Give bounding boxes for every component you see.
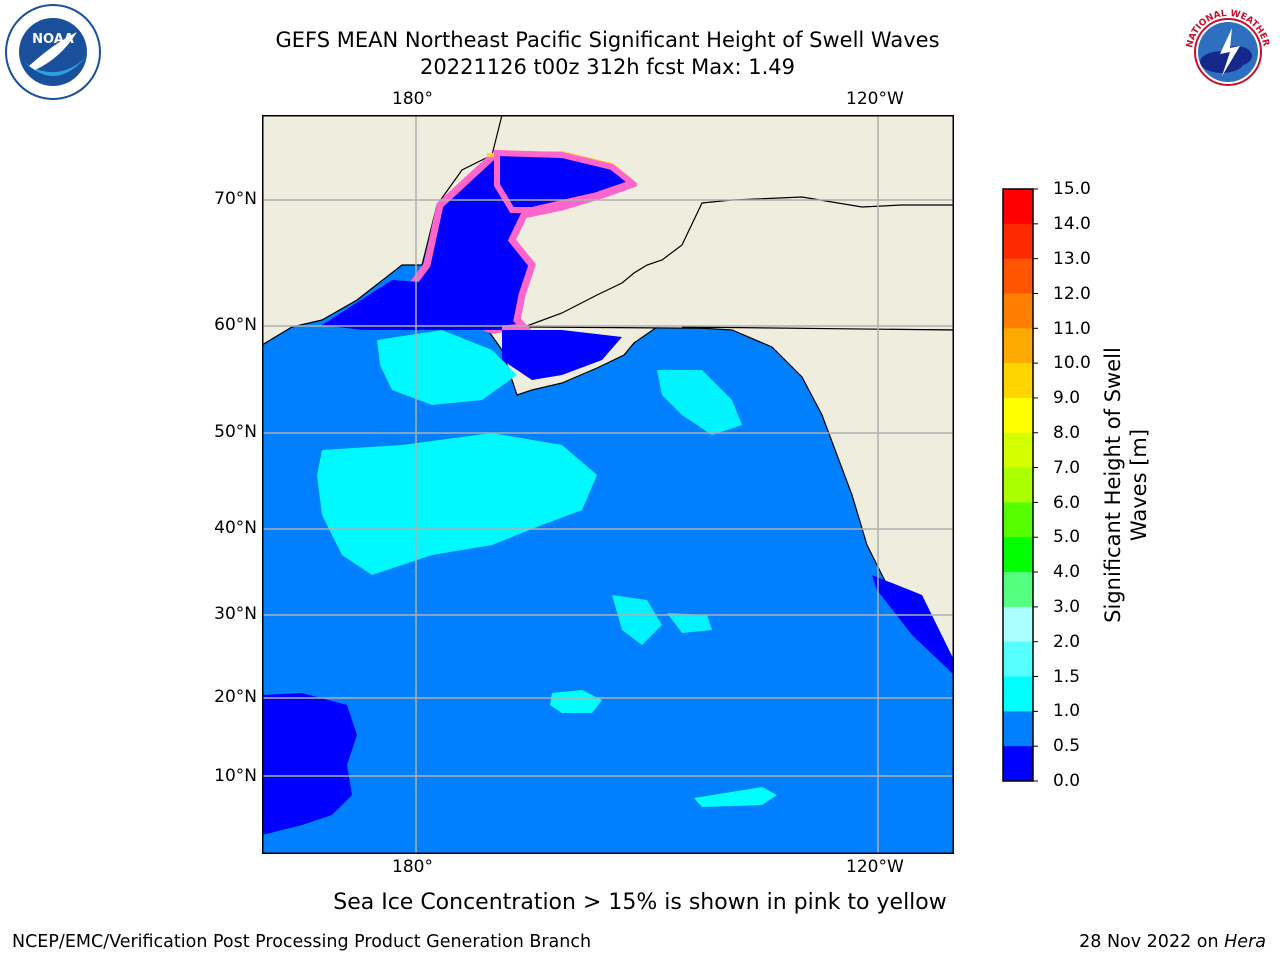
lat-label-20n: 20°N — [214, 687, 257, 707]
swell-patch-hawaii — [550, 690, 602, 713]
footer-machine: Hera — [1224, 932, 1266, 952]
lon-label-bottom-180: 180° — [392, 857, 433, 877]
colorbar-segment — [1003, 711, 1033, 747]
colorbar-segment — [1003, 676, 1033, 712]
colorbar-tick-11: 11.0 — [1053, 319, 1091, 339]
swell-patch-gulf — [657, 370, 742, 435]
footer-date: 28 Nov 2022 on Hera — [1079, 932, 1266, 952]
lon-label-bottom-120w: 120°W — [846, 857, 904, 877]
footer-date-text: 28 Nov 2022 on — [1079, 932, 1225, 952]
chart-title: GEFS MEAN Northeast Pacific Significant … — [275, 28, 940, 52]
colorbar-segment — [1003, 572, 1033, 608]
colorbar-segment — [1003, 502, 1033, 538]
land-chukotka — [262, 115, 503, 346]
lon-label-top-120w: 120°W — [846, 89, 904, 109]
colorbar-segment — [1003, 746, 1033, 782]
low-swell-southwest — [262, 693, 357, 835]
colorbar-segment — [1003, 258, 1033, 294]
colorbar-tick-0-5: 0.5 — [1053, 736, 1081, 756]
colorbar-tick-0: 0.0 — [1053, 771, 1081, 791]
colorbar-tick-4: 4.0 — [1053, 562, 1081, 582]
colorbar-tick-6: 6.0 — [1053, 493, 1081, 513]
swell-patch-south — [694, 787, 777, 807]
colorbar-tick-3: 3.0 — [1053, 597, 1081, 617]
colorbar-tick-15: 15.0 — [1053, 179, 1091, 199]
swell-patch-east2 — [667, 613, 712, 633]
colorbar-segment — [1003, 397, 1033, 434]
colorbar — [1002, 188, 1038, 782]
swell-patch-east — [612, 595, 662, 645]
noaa-logo-text: NOAA — [32, 32, 74, 47]
lat-label-30n: 30°N — [214, 604, 257, 624]
footer-credit: NCEP/EMC/Verification Post Processing Pr… — [12, 932, 592, 952]
lat-label-60n: 60°N — [214, 315, 257, 335]
colorbar-tick-8: 8.0 — [1053, 423, 1081, 443]
colorbar-segment — [1003, 293, 1033, 329]
colorbar-tick-10: 10.0 — [1053, 353, 1091, 373]
noaa-logo: NOAA — [5, 4, 101, 100]
colorbar-tick-2: 2.0 — [1053, 632, 1081, 652]
lon-label-top-180: 180° — [392, 89, 433, 109]
colorbar-tick-13: 13.0 — [1053, 249, 1091, 269]
chart-subtitle: 20221126 t00z 312h fcst Max: 1.49 — [420, 55, 795, 79]
colorbar-segment — [1003, 537, 1033, 573]
lat-label-10n: 10°N — [214, 766, 257, 786]
colorbar-segment — [1003, 606, 1033, 643]
colorbar-tick-14: 14.0 — [1053, 214, 1091, 234]
sea-ice-caption: Sea Ice Concentration > 15% is shown in … — [333, 890, 947, 915]
colorbar-tick-5: 5.0 — [1053, 527, 1081, 547]
low-swell-california — [872, 575, 954, 675]
low-swell-bering — [322, 280, 502, 330]
colorbar-segment — [1003, 363, 1033, 399]
colorbar-segment — [1003, 432, 1033, 469]
lat-label-70n: 70°N — [214, 189, 257, 209]
colorbar-tick-9: 9.0 — [1053, 388, 1081, 408]
sea-ice-chukchi — [494, 149, 639, 213]
swell-patch-central — [317, 433, 597, 575]
land-north-america-west — [681, 326, 954, 672]
colorbar-title: Significant Height of Swell Waves [m] — [1101, 347, 1151, 623]
low-swell-bristol — [502, 330, 622, 380]
lat-label-50n: 50°N — [214, 422, 257, 442]
colorbar-segment — [1003, 467, 1033, 503]
colorbar-tick-12: 12.0 — [1053, 284, 1091, 304]
colorbar-border — [1002, 188, 1034, 782]
map-frame — [262, 115, 954, 854]
colorbar-segment — [1003, 189, 1033, 225]
colorbar-tick-1: 1.0 — [1053, 701, 1081, 721]
colorbar-segment — [1003, 641, 1033, 678]
colorbar-segment — [1003, 328, 1033, 364]
lat-label-40n: 40°N — [214, 518, 257, 538]
nws-logo: NATIONAL WEATHER SERVICE — [1177, 0, 1276, 100]
colorbar-tick-1-5: 1.5 — [1053, 667, 1081, 687]
graticule — [262, 115, 954, 854]
swell-patch-north — [377, 330, 517, 405]
colorbar-tick-7: 7.0 — [1053, 458, 1081, 478]
colorbar-segment — [1003, 223, 1033, 260]
land-alaska-upper — [523, 196, 954, 331]
